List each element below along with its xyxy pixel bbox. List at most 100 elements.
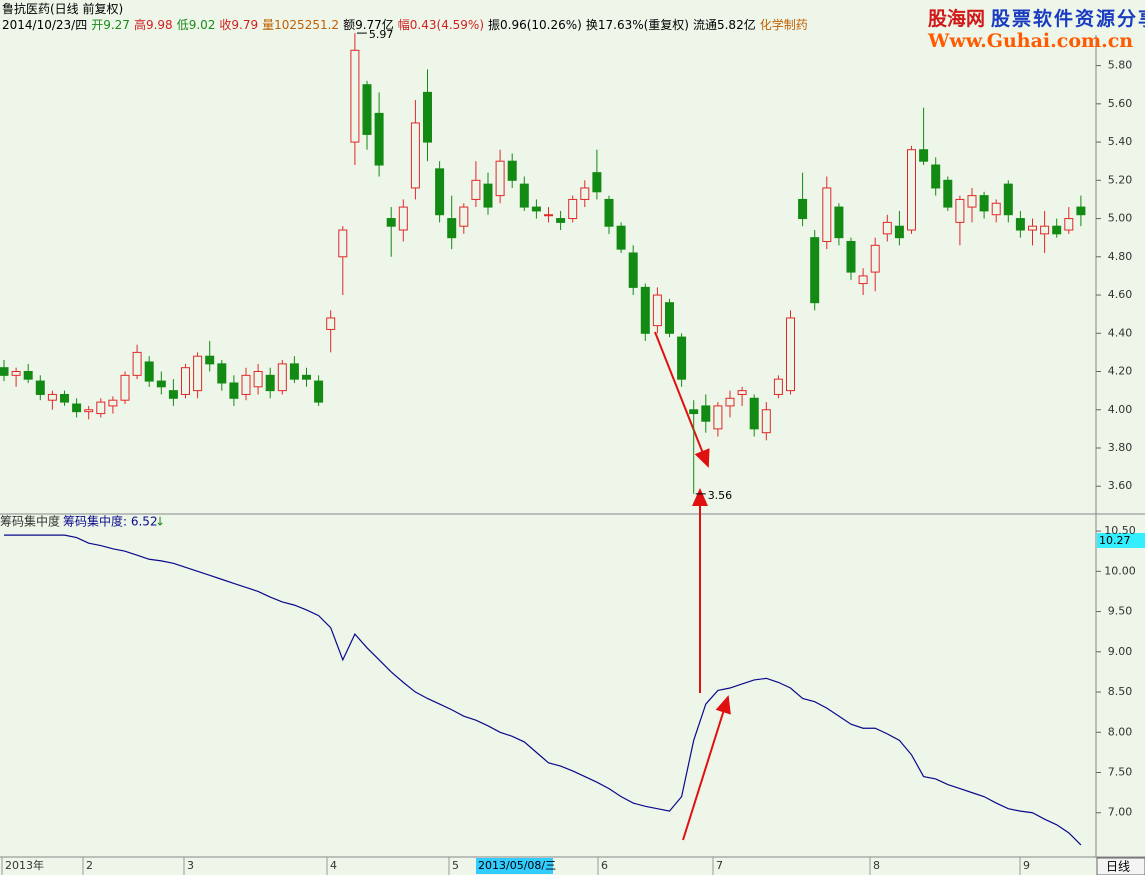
candle-body: [1064, 218, 1074, 231]
arrow: [654, 331, 710, 468]
quote-bar: 2014/10/23/四 开9.27 高9.98 低9.02 收9.79 量1025251…: [2, 16, 812, 33]
candle-body: [786, 317, 795, 392]
candle-body: [1076, 206, 1086, 216]
y-tick-label: 10.00: [1104, 564, 1136, 577]
candle-body: [919, 149, 929, 162]
candle-body: [386, 218, 396, 227]
candle-body: [907, 149, 916, 231]
annotation: 5.97: [369, 28, 394, 41]
current-value-box: [1097, 533, 1145, 548]
y-tick-label: 3.80: [1108, 441, 1133, 454]
candle-body: [435, 168, 445, 216]
stock-title: 鲁抗医药(日线 前复权): [2, 2, 124, 16]
candle-body: [423, 91, 432, 143]
x-tick-label: 5: [452, 859, 459, 872]
candle-body: [580, 187, 590, 200]
candle-body: [882, 221, 892, 235]
x-tick-label: 2013年: [5, 858, 44, 872]
candle-body: [798, 198, 808, 220]
candle-body: [398, 206, 408, 231]
candle-body: [11, 371, 21, 376]
date: 2014/10/23/四: [2, 18, 88, 32]
candle-body: [1052, 225, 1062, 235]
candle-body: [640, 286, 650, 334]
candle-body: [858, 275, 868, 285]
candle-body: [205, 355, 215, 365]
y-tick-label: 8.50: [1108, 685, 1133, 698]
indicator-trend: ↓: [155, 515, 165, 529]
candle-body: [894, 225, 904, 239]
candle-body: [362, 84, 372, 135]
turnover: 换17.63%(重复权): [585, 18, 689, 32]
logo-url: Www.Guhai.com.cn: [928, 30, 1134, 52]
candle-body: [531, 206, 541, 212]
y-tick-label: 10.50: [1104, 524, 1136, 537]
candle-body: [749, 397, 759, 430]
candle-body: [47, 393, 57, 401]
candle-body: [84, 409, 94, 413]
candle-body: [677, 336, 687, 380]
candle-body: [302, 374, 311, 380]
current-value: 10.27: [1099, 534, 1131, 547]
candle-body: [822, 187, 832, 242]
candle-body: [241, 374, 251, 395]
candle-body: [773, 378, 783, 395]
indicator-title: 筹码集中度: [0, 514, 60, 529]
candle-body: [1003, 183, 1013, 216]
y-tick-label: 5.00: [1108, 212, 1133, 225]
candle-body: [725, 397, 735, 407]
candle-body: [338, 229, 348, 258]
candle-body: [628, 252, 638, 288]
x-tick-label: 6: [601, 859, 608, 872]
sector: 化学制药: [759, 18, 808, 32]
candle-body: [616, 225, 626, 250]
candle-body: [314, 380, 324, 403]
candle-body: [943, 179, 953, 208]
y-tick-label: 7.00: [1108, 806, 1133, 819]
candle-body: [265, 374, 275, 392]
candle-body: [689, 409, 699, 415]
candle-body: [168, 390, 178, 399]
x-tick-label: 7: [716, 859, 723, 872]
change: 幅0.43(4.59%): [397, 18, 485, 32]
y-tick-label: 4.40: [1108, 326, 1133, 339]
candle-body: [72, 403, 82, 413]
open: 开9.27: [91, 18, 130, 32]
candle-body: [713, 405, 723, 430]
x-tick-label: 2: [86, 859, 93, 872]
candle-body: [132, 351, 142, 376]
candle-body: [495, 160, 505, 197]
candle-body: [253, 371, 263, 388]
y-tick-label: 4.00: [1108, 403, 1133, 416]
candle-body: [181, 367, 190, 395]
candle-body: [96, 401, 106, 415]
candle-body: [60, 393, 69, 403]
candle-body: [544, 214, 553, 217]
candle-body: [810, 237, 820, 304]
annotation: 3.56: [708, 489, 733, 502]
candle-body: [701, 405, 711, 422]
candle-body: [846, 240, 856, 273]
x-tick-label: 9: [1023, 859, 1030, 872]
x-tick-label: 8: [873, 859, 880, 872]
candle-body: [604, 198, 614, 227]
amplitude: 振0.96(10.26%): [488, 18, 582, 32]
y-tick-label: 7.50: [1108, 766, 1133, 779]
candle-body: [1028, 225, 1037, 231]
candle-body: [665, 302, 674, 334]
y-tick-label: 8.00: [1108, 725, 1133, 738]
candle-body: [592, 172, 602, 193]
arrow: [682, 695, 731, 841]
high: 高9.98: [133, 18, 173, 32]
cursor-box: [476, 858, 553, 874]
candle-body: [0, 367, 9, 376]
y-tick-label: 4.20: [1108, 365, 1133, 378]
amount: 额9.77亿: [343, 18, 394, 32]
candle-body: [556, 218, 566, 223]
y-tick-label: 9.00: [1108, 645, 1133, 658]
candle-body: [761, 409, 771, 434]
candle-body: [931, 164, 941, 189]
y-tick-label: 4.60: [1108, 288, 1133, 301]
close: 收9.79: [219, 18, 259, 32]
